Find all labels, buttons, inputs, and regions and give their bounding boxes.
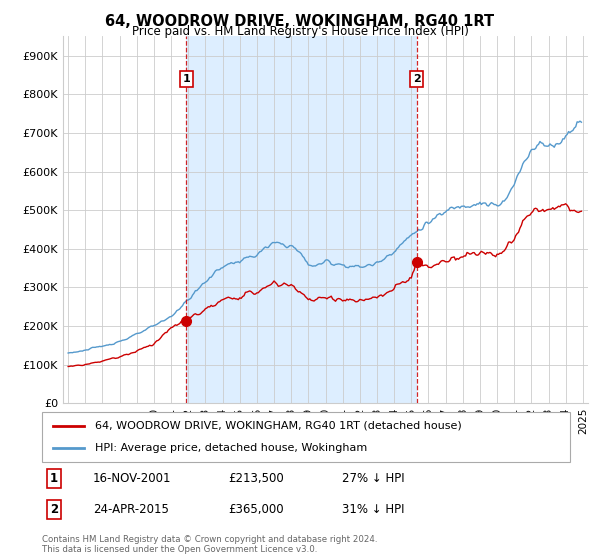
Text: 31% ↓ HPI: 31% ↓ HPI (342, 503, 404, 516)
Text: 27% ↓ HPI: 27% ↓ HPI (342, 472, 404, 486)
Text: £365,000: £365,000 (228, 503, 284, 516)
Text: 64, WOODROW DRIVE, WOKINGHAM, RG40 1RT (detached house): 64, WOODROW DRIVE, WOKINGHAM, RG40 1RT (… (95, 421, 461, 431)
Text: Contains HM Land Registry data © Crown copyright and database right 2024.
This d: Contains HM Land Registry data © Crown c… (42, 535, 377, 554)
Text: HPI: Average price, detached house, Wokingham: HPI: Average price, detached house, Woki… (95, 443, 367, 453)
Text: 2: 2 (413, 74, 421, 84)
Text: 64, WOODROW DRIVE, WOKINGHAM, RG40 1RT: 64, WOODROW DRIVE, WOKINGHAM, RG40 1RT (106, 14, 494, 29)
Text: 2: 2 (50, 503, 58, 516)
Text: 1: 1 (50, 472, 58, 486)
Text: £213,500: £213,500 (228, 472, 284, 486)
Text: 16-NOV-2001: 16-NOV-2001 (93, 472, 172, 486)
Text: 1: 1 (182, 74, 190, 84)
FancyBboxPatch shape (42, 412, 570, 462)
Text: Price paid vs. HM Land Registry's House Price Index (HPI): Price paid vs. HM Land Registry's House … (131, 25, 469, 38)
Text: 24-APR-2015: 24-APR-2015 (93, 503, 169, 516)
Bar (186, 36, 417, 403)
